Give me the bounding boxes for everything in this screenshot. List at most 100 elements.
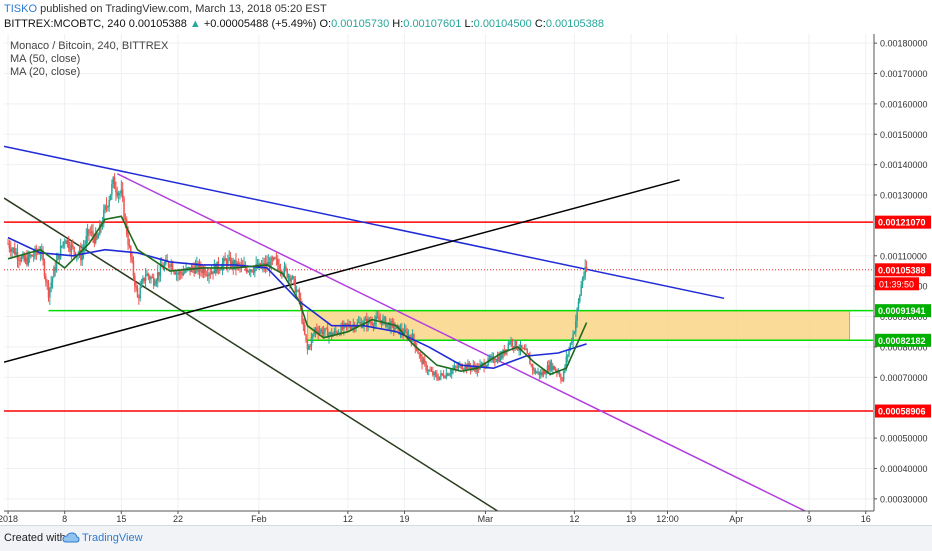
candle-body [535,372,538,374]
candle-body [27,254,30,265]
candle-body [252,271,255,273]
candle-body [446,373,449,376]
candle-body [510,340,512,344]
candle-body [486,365,488,368]
candle-body [108,199,110,207]
candle-body [552,365,554,371]
time-tick-label: 12 [569,514,579,524]
candle-body [293,276,295,280]
grid [4,34,873,511]
candle-body [313,332,315,335]
candle-body [515,340,518,349]
time-axis: 2018 8 15 22 Feb 12 19 Mar 12 19 12:00 Apr 9 16 [0,511,871,524]
candle-body [336,332,338,335]
candle-body [542,371,545,376]
candle-body [89,232,92,234]
price-label-text: 0.00091941 [878,306,926,316]
candle-body [301,305,303,323]
candle-body [179,271,182,274]
candle-body [197,263,199,272]
candle-body [268,262,271,269]
candle-body [344,323,346,325]
price-tick-label: 0.00130000 [880,191,928,201]
legend-ma20[interactable]: MA (20, close) [10,66,81,78]
candle-body [14,247,16,255]
candle-body [73,247,75,253]
candle-body [206,274,209,277]
candle-body [500,354,503,359]
candle-body [496,356,499,362]
last-price: 0.00105388 [128,18,187,30]
candle-body [430,371,433,373]
candle-body [453,366,456,370]
candle-body [550,361,553,371]
candle-body [270,257,272,269]
candle-body [66,240,69,245]
candle-body [341,325,344,329]
candle-body [544,371,546,375]
candle-body [23,254,25,262]
candle-body [441,373,444,375]
candle-body [309,345,311,347]
candle-body [390,321,392,330]
candle-body [491,356,493,358]
candle-body [214,264,217,274]
purple-trendline [116,173,806,511]
candle-body [433,372,435,376]
price-label-box [875,304,931,318]
price-chart[interactable]: 0.00180000 0.00170000 0.00160000 0.00150000… [0,34,932,525]
candle-body [28,254,31,257]
candle-body [162,267,164,270]
candle-body [436,374,438,379]
candle-body [347,324,349,326]
candle-body [576,308,578,321]
candle-body [375,316,377,321]
candle-body [384,317,387,327]
countdown-box [875,277,919,291]
legend-ma50[interactable]: MA (50, close) [10,53,81,65]
candle-body [192,266,194,269]
candle-body [127,234,129,245]
candle-body [85,236,88,245]
candle-body [394,328,396,330]
candle-body [519,344,522,350]
candle-body [418,353,421,355]
candle-body [517,348,519,350]
candle-body [388,322,391,330]
tradingview-brand[interactable]: TradingView [82,532,143,544]
candle-body [291,276,294,279]
candle-body [449,373,452,375]
candle-body [438,376,441,380]
candle-body [201,270,203,274]
candle-body [277,259,279,265]
candle-body [97,235,100,239]
candle-body [140,282,143,288]
candle-body [112,177,114,185]
candle-body [220,269,222,271]
candle-body [237,262,240,265]
candle-body [175,272,178,275]
candle-body [494,361,496,363]
price-tick-label: 0.00150000 [880,130,928,140]
candle-body [113,177,116,189]
candle-body [245,268,248,272]
candle-body [63,240,66,242]
candle-body [548,365,550,371]
candle-body [31,255,34,257]
candle-body [457,365,460,368]
price-tick-label: 0.00080000 [880,342,928,352]
candle-body [104,205,106,210]
candle-body [507,343,510,350]
author-link[interactable]: TISKO [4,3,38,15]
candle-body [144,275,147,281]
candle-body [233,259,236,268]
symbol-label: BITTREX:MCOBTC, 240 [4,18,126,30]
candle-body [231,260,233,268]
candle-body [376,316,379,318]
candle-body [8,243,11,249]
candle-body [151,277,154,279]
open-label: O: [319,18,332,30]
time-tick-label: 19 [626,514,636,524]
candle-body [204,268,206,275]
candle-body [573,332,576,334]
